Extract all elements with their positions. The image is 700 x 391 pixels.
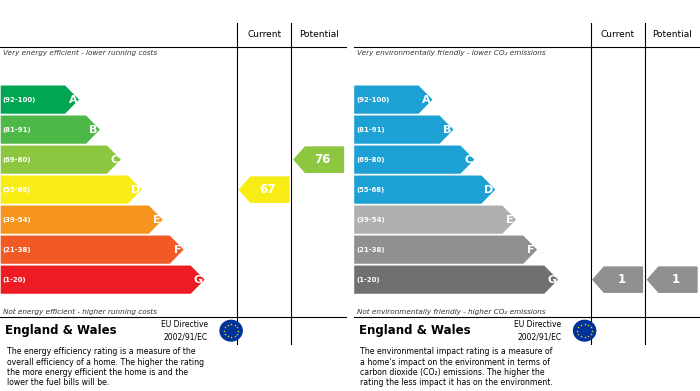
Text: G: G (547, 274, 556, 285)
Polygon shape (354, 115, 454, 144)
Text: Not energy efficient - higher running costs: Not energy efficient - higher running co… (4, 309, 158, 315)
Text: (1-20): (1-20) (356, 277, 380, 283)
Text: F: F (174, 245, 181, 255)
Polygon shape (354, 235, 537, 264)
Polygon shape (1, 265, 204, 294)
Polygon shape (1, 176, 142, 204)
Text: (81-91): (81-91) (3, 127, 31, 133)
Text: (81-91): (81-91) (356, 127, 385, 133)
Text: Very environmentally friendly - lower CO₂ emissions: Very environmentally friendly - lower CO… (357, 50, 545, 56)
Text: F: F (527, 245, 535, 255)
Polygon shape (294, 147, 344, 172)
Text: Current: Current (601, 30, 635, 39)
Polygon shape (1, 86, 79, 114)
Text: EU Directive
2002/91/EC: EU Directive 2002/91/EC (161, 320, 208, 341)
Text: A: A (69, 95, 77, 105)
Text: B: B (90, 125, 98, 135)
Text: (21-38): (21-38) (356, 247, 385, 253)
Polygon shape (1, 235, 183, 264)
Circle shape (573, 320, 596, 341)
Text: C: C (464, 154, 473, 165)
Text: (69-80): (69-80) (3, 157, 31, 163)
Text: Very energy efficient - lower running costs: Very energy efficient - lower running co… (4, 50, 158, 56)
Text: E: E (153, 215, 160, 225)
Text: England & Wales: England & Wales (358, 324, 470, 337)
Text: C: C (111, 154, 119, 165)
Text: EU Directive
2002/91/EC: EU Directive 2002/91/EC (514, 320, 561, 341)
Polygon shape (593, 267, 643, 292)
Polygon shape (354, 145, 475, 174)
Polygon shape (354, 176, 496, 204)
Text: B: B (443, 125, 452, 135)
Text: The energy efficiency rating is a measure of the
overall efficiency of a home. T: The energy efficiency rating is a measur… (7, 347, 204, 387)
Text: 67: 67 (260, 183, 276, 196)
Text: (21-38): (21-38) (3, 247, 31, 253)
Polygon shape (239, 177, 289, 202)
Text: 1: 1 (617, 273, 626, 286)
Text: (55-68): (55-68) (3, 187, 31, 193)
Text: D: D (131, 185, 140, 195)
Text: Potential: Potential (652, 30, 692, 39)
Text: Energy Efficiency Rating: Energy Efficiency Rating (5, 5, 168, 18)
Polygon shape (1, 115, 100, 144)
Text: (69-80): (69-80) (356, 157, 385, 163)
Polygon shape (354, 265, 558, 294)
Text: (1-20): (1-20) (3, 277, 27, 283)
Text: 1: 1 (672, 273, 680, 286)
Text: (92-100): (92-100) (356, 97, 390, 102)
Text: The environmental impact rating is a measure of
a home's impact on the environme: The environmental impact rating is a mea… (360, 347, 553, 387)
Text: (39-54): (39-54) (3, 217, 31, 222)
Circle shape (220, 320, 242, 341)
Text: G: G (194, 274, 203, 285)
Text: (55-68): (55-68) (356, 187, 384, 193)
Polygon shape (1, 206, 162, 234)
Text: D: D (484, 185, 494, 195)
Polygon shape (354, 86, 433, 114)
Text: Environmental Impact (CO₂) Rating: Environmental Impact (CO₂) Rating (358, 5, 591, 18)
Text: (39-54): (39-54) (356, 217, 385, 222)
Text: England & Wales: England & Wales (5, 324, 117, 337)
Polygon shape (354, 206, 516, 234)
Polygon shape (648, 267, 697, 292)
Text: A: A (422, 95, 430, 105)
Polygon shape (1, 145, 121, 174)
Text: E: E (506, 215, 514, 225)
Text: Potential: Potential (299, 30, 339, 39)
Text: (92-100): (92-100) (3, 97, 36, 102)
Text: Not environmentally friendly - higher CO₂ emissions: Not environmentally friendly - higher CO… (357, 309, 545, 315)
Text: 76: 76 (314, 153, 330, 166)
Text: Current: Current (247, 30, 281, 39)
